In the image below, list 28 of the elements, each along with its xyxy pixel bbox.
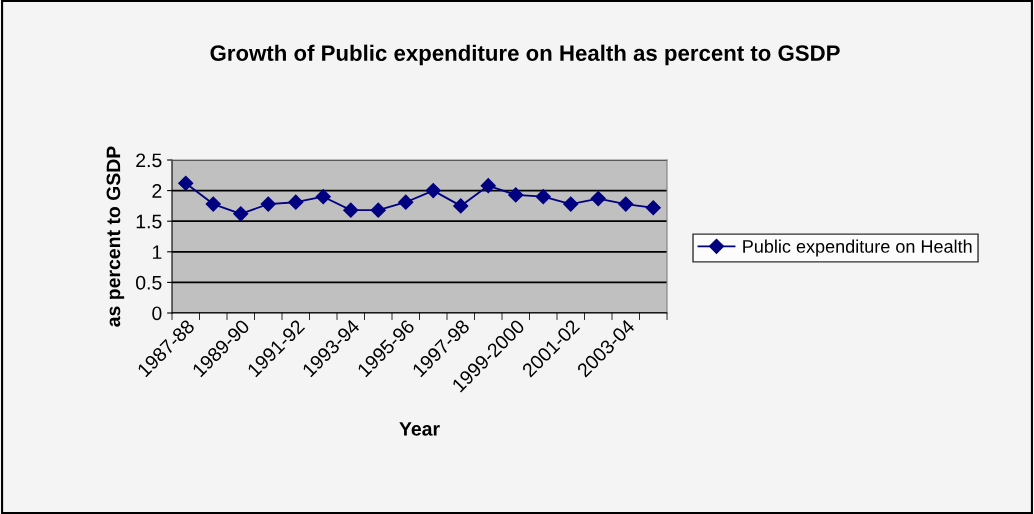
point [590, 190, 606, 207]
y-axis-title: as percent to GSDP [106, 146, 125, 327]
point [315, 189, 331, 205]
y-tick-label: 1 [152, 245, 162, 259]
point [425, 183, 441, 199]
point [508, 187, 524, 203]
point [178, 175, 194, 191]
point [398, 194, 414, 210]
point [618, 196, 634, 212]
point [645, 200, 661, 216]
y-tick-label: 2.5 [136, 153, 162, 168]
point [370, 202, 386, 218]
y-tick-label: 0 [152, 306, 162, 321]
point [480, 178, 496, 194]
point [563, 196, 579, 212]
point [535, 189, 551, 205]
point [453, 198, 469, 214]
point [205, 196, 221, 212]
point [233, 206, 249, 222]
chart-title: Growth of Public expenditure on Health as percent to GSDP [210, 44, 840, 66]
y-tick-label: 0.5 [136, 275, 162, 290]
point [288, 194, 304, 210]
point [260, 196, 276, 212]
point [343, 202, 359, 218]
y-tick-label: 1.5 [136, 214, 162, 229]
legend-label: Public expenditure on Health [743, 239, 972, 257]
x-axis-title: Year [399, 422, 440, 436]
y-tick-label: 2 [152, 184, 162, 198]
